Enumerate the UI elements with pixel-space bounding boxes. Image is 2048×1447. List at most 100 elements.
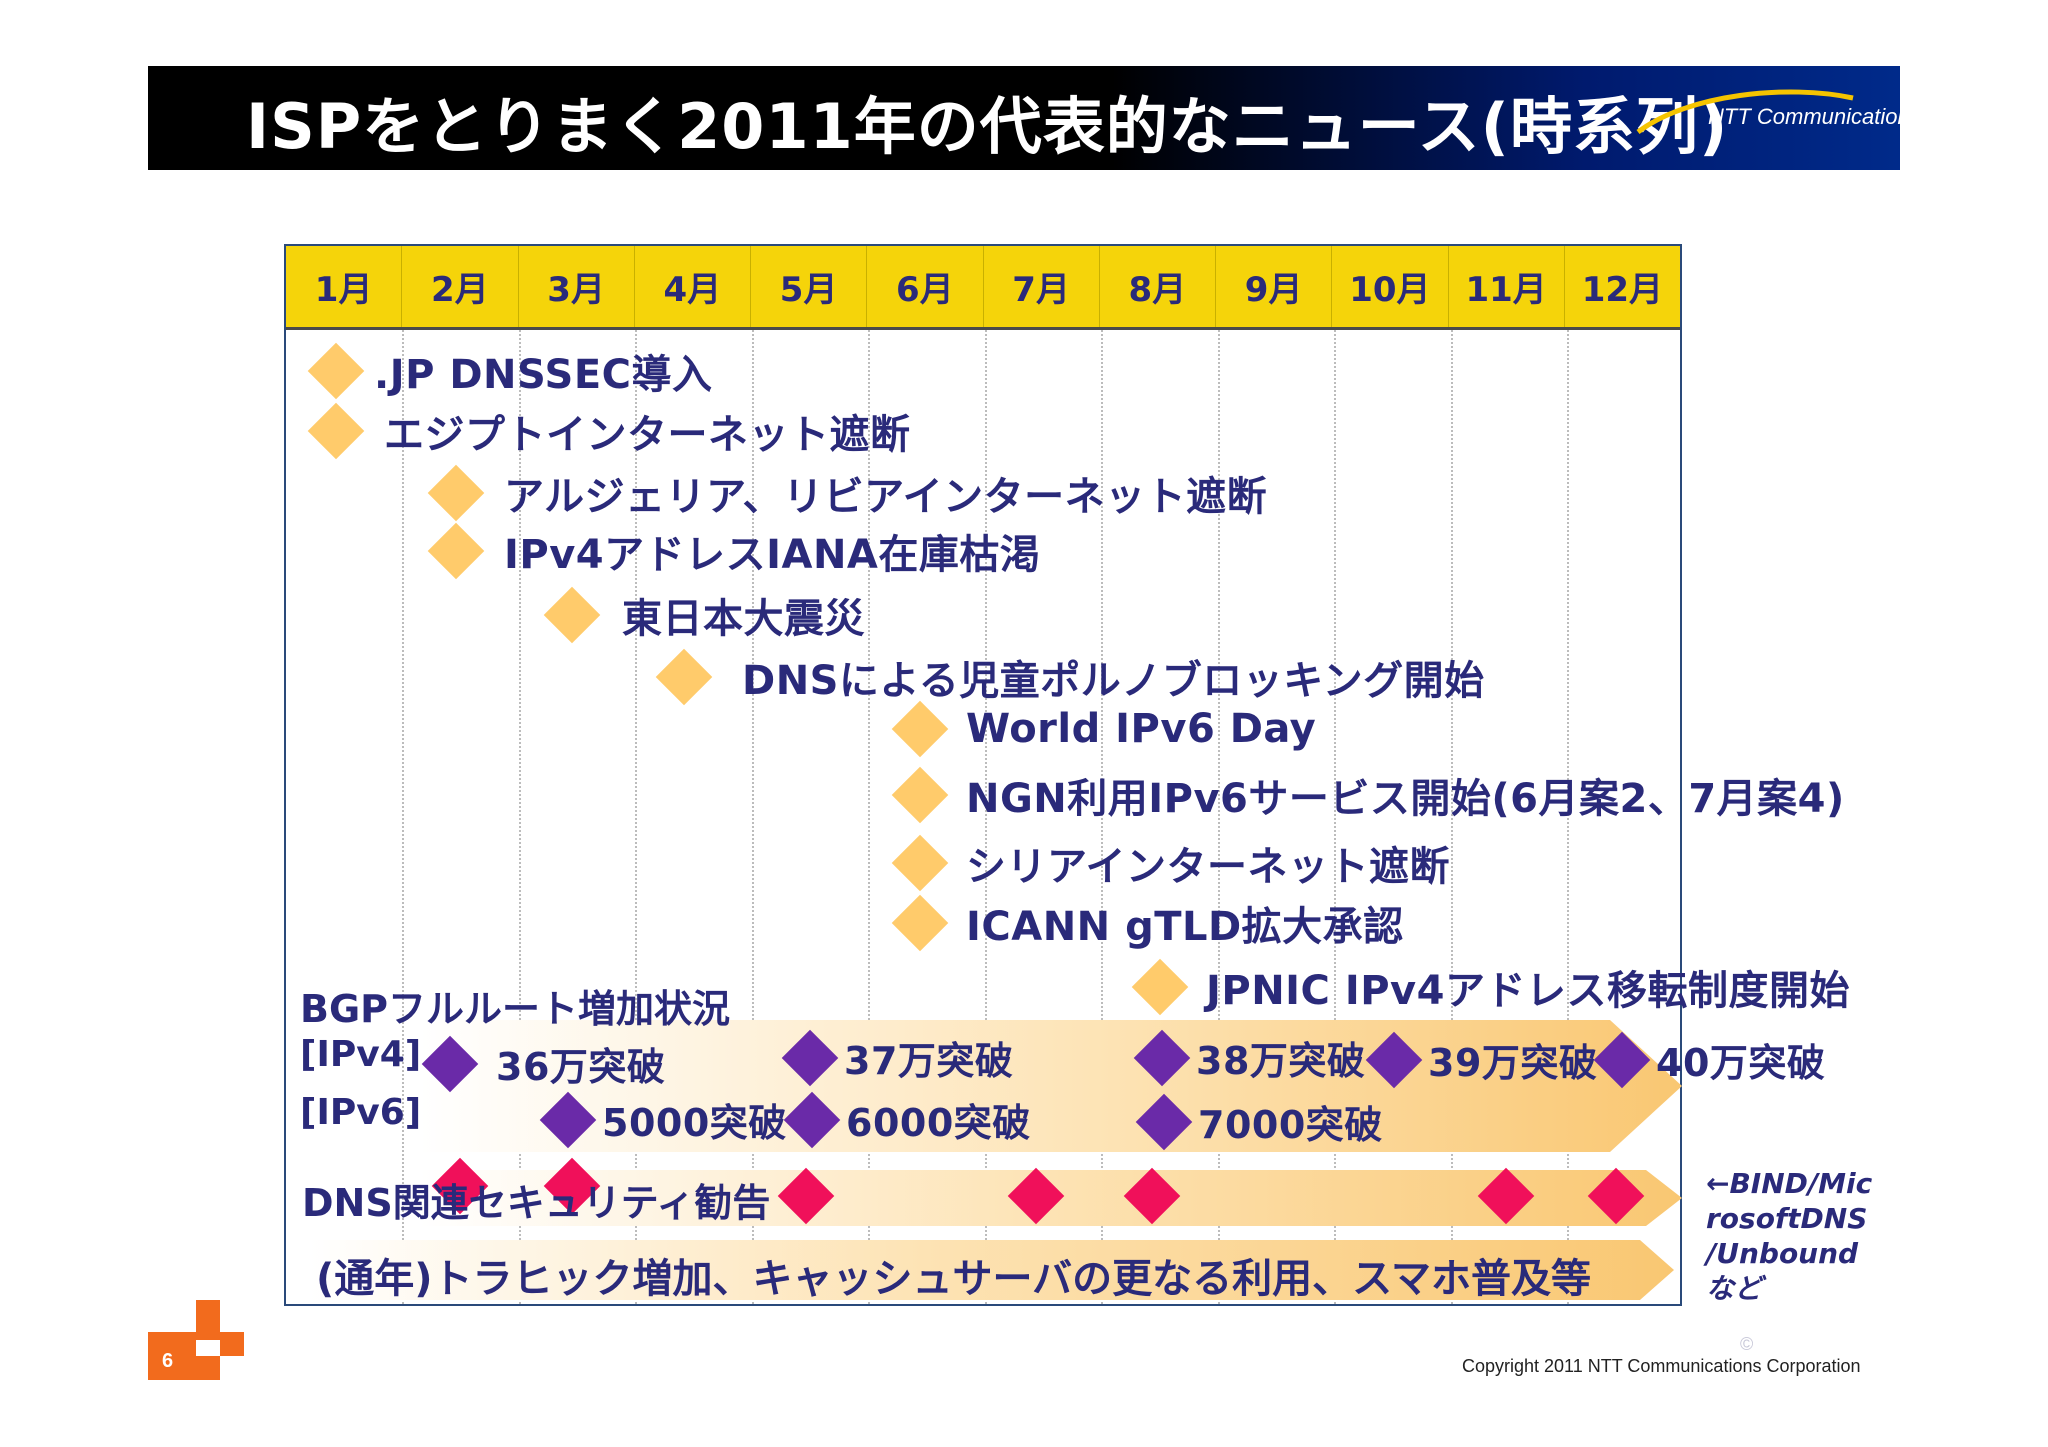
- title-bar: ISPをとりまく2011年の代表的なニュース(時系列) NTT Communic…: [148, 66, 1921, 170]
- month-header: 11月: [1449, 246, 1565, 327]
- milestone-label: 6000突破: [846, 1101, 1031, 1145]
- milestone-label: 39万突破: [1428, 1041, 1598, 1085]
- diamond-marker-icon: [539, 1091, 597, 1148]
- month-divider: [402, 330, 404, 1304]
- bgp-heading: BGPフルルート増加状況: [300, 987, 731, 1031]
- ipv6-milestone: 7000突破: [1135, 1093, 1383, 1150]
- bgp-growth-arrow: [420, 1020, 1682, 1152]
- ipv6-milestone: 6000突破: [783, 1091, 1031, 1148]
- ipv4-label: [IPv4]: [300, 1034, 422, 1075]
- month-divider: [752, 330, 754, 1304]
- month-divider: [868, 330, 870, 1304]
- diamond-marker-icon: [1135, 1093, 1193, 1150]
- timeline-event: JPNIC IPv4アドレス移転制度開始: [1131, 958, 1850, 1016]
- timeline-event: ICANN gTLD拡大承認: [891, 894, 1404, 952]
- timeline-event: アルジェリア、リビアインターネット遮断: [427, 464, 1268, 522]
- timeline-event: NGN利用IPv6サービス開始(6月案2、7月案4): [891, 766, 1845, 824]
- event-label: DNSによる児童ポルノブロッキング開始: [742, 658, 1485, 704]
- timeline-event: シリアインターネット遮断: [891, 834, 1450, 892]
- corporate-squares-logo-icon: [148, 1300, 244, 1380]
- ipv4-milestone: 36万突破: [421, 1035, 666, 1092]
- milestone-label: 40万突破: [1656, 1041, 1826, 1085]
- copyright-symbol: ©: [1740, 1334, 1754, 1354]
- diamond-marker-icon: [891, 766, 949, 824]
- timeline-event: .JP DNSSEC導入: [307, 342, 713, 400]
- month-header: 12月: [1581, 270, 1664, 310]
- month-header: 10月: [1332, 246, 1449, 327]
- side-note-line: rosoftDNS: [1706, 1202, 1868, 1235]
- copyright-text: Copyright 2011 NTT Communications Corpor…: [1462, 1356, 1861, 1376]
- ipv4-milestone: 40万突破: [1593, 1031, 1826, 1088]
- event-label: ICANN gTLD拡大承認: [966, 904, 1404, 950]
- event-label: 東日本大震災: [622, 596, 865, 642]
- ipv6-milestone: 5000突破: [539, 1091, 787, 1148]
- diamond-marker-icon: [1133, 1029, 1191, 1086]
- page-number: 6: [162, 1350, 174, 1372]
- month-divider: [1451, 330, 1453, 1304]
- side-note: ←BIND/Mic rosoftDNS /Unbound など: [1706, 1166, 1872, 1306]
- month-header: 6月: [867, 246, 984, 327]
- milestone-label: 5000突破: [602, 1101, 787, 1145]
- milestone-label: 7000突破: [1198, 1103, 1383, 1147]
- brand-logo: NTT Communications: [1708, 104, 1921, 129]
- traffic-arrow: [310, 1240, 1674, 1300]
- diamond-marker-icon: [1131, 958, 1189, 1016]
- event-label: アルジェリア、リビアインターネット遮断: [504, 474, 1268, 520]
- event-label: .JP DNSSEC導入: [374, 352, 713, 398]
- milestone-label: 38万突破: [1196, 1039, 1366, 1083]
- milestone-label: 37万突破: [844, 1039, 1014, 1083]
- diamond-marker-icon: [655, 648, 713, 706]
- ipv6-label: [IPv6]: [300, 1092, 422, 1133]
- event-label: IPv4アドレスIANA在庫枯渇: [504, 532, 1041, 578]
- month-divider: [1334, 330, 1336, 1304]
- diamond-marker-icon: [891, 700, 949, 758]
- month-header: 7月: [984, 246, 1100, 327]
- month-divider: [985, 330, 987, 1304]
- month-header: 9月: [1216, 246, 1333, 327]
- ipv4-milestone: 38万突破: [1133, 1029, 1366, 1086]
- diamond-marker-icon: [307, 402, 365, 460]
- milestone-label: 36万突破: [496, 1045, 666, 1089]
- month-header: 5月: [751, 246, 868, 327]
- diamond-marker-icon: [427, 464, 485, 522]
- event-label: NGN利用IPv6サービス開始(6月案2、7月案4): [966, 776, 1845, 822]
- month-divider: [635, 330, 637, 1304]
- month-divider: [519, 330, 521, 1304]
- timeline-event: DNSによる児童ポルノブロッキング開始: [655, 648, 1485, 706]
- timeline-event: 東日本大震災: [543, 586, 865, 644]
- diamond-marker-icon: [1593, 1031, 1651, 1088]
- month-header-row: 1月 2月 3月 4月 5月 6月 7月 8月 9月 10月 11月 12月: [286, 246, 1680, 330]
- ntt-logo-swoosh-icon: [1636, 89, 1854, 134]
- side-note-line: /Unbound: [1706, 1237, 1859, 1270]
- ipv4-milestone: 39万突破: [1365, 1031, 1598, 1088]
- diamond-marker-icon: [783, 1091, 841, 1148]
- timeline-event: World IPv6 Day: [891, 700, 1317, 758]
- event-label: シリアインターネット遮断: [966, 844, 1450, 890]
- month-header: 2月: [402, 246, 519, 327]
- month-header: 4月: [635, 246, 751, 327]
- diamond-marker-icon: [1365, 1031, 1423, 1088]
- diamond-marker-icon: [781, 1029, 839, 1086]
- timeline-event: IPv4アドレスIANA在庫枯渇: [427, 522, 1041, 580]
- diamond-marker-icon: [427, 522, 485, 580]
- diamond-marker-icon: [891, 834, 949, 892]
- month-divider: [1101, 330, 1103, 1304]
- month-divider: [1218, 330, 1220, 1304]
- month-divider: [1567, 330, 1569, 1304]
- ipv4-milestone: 37万突破: [781, 1029, 1014, 1086]
- event-label: JPNIC IPv4アドレス移転制度開始: [1206, 968, 1850, 1014]
- diamond-marker-icon: [307, 342, 365, 400]
- event-label: World IPv6 Day: [966, 706, 1317, 752]
- diamond-marker-icon: [421, 1035, 479, 1092]
- diamond-marker-icon: [543, 586, 601, 644]
- diamond-marker-icon: [891, 894, 949, 952]
- month-header: 3月: [519, 246, 635, 327]
- traffic-label: (通年)トラヒック増加、キャッシュサーバの更なる利用、スマホ普及等: [316, 1256, 1591, 1302]
- side-note-line: など: [1706, 1272, 1763, 1305]
- slide-title: ISPをとりまく2011年の代表的なニュース(時系列): [246, 90, 1729, 163]
- timeline-event: エジプトインターネット遮断: [307, 402, 911, 460]
- side-note-line: ←BIND/Mic: [1706, 1167, 1873, 1200]
- month-header: 1月: [286, 246, 403, 327]
- dns-advisory-label: DNS関連セキュリティ勧告: [302, 1181, 771, 1225]
- month-header: 8月: [1100, 246, 1216, 327]
